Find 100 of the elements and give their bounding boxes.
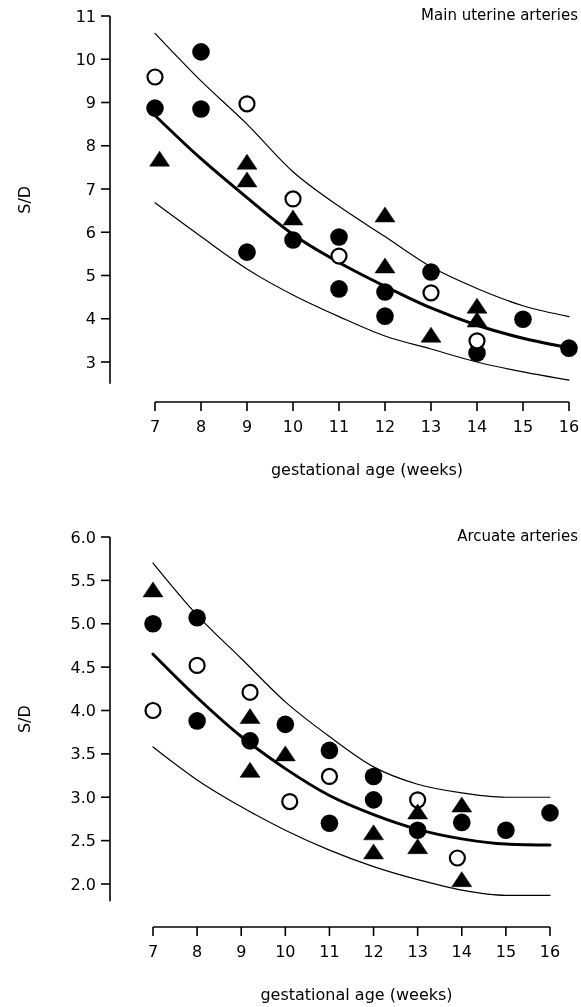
x-tick-label: 14: [451, 942, 472, 961]
point: [330, 247, 348, 265]
point: [451, 871, 473, 887]
x-tick-label: 12: [374, 417, 396, 436]
y-tick-label: 3: [85, 352, 96, 372]
line-series: [152, 562, 551, 798]
x-tick-label: 13: [420, 417, 442, 436]
point: [320, 741, 339, 760]
point: [320, 814, 339, 833]
point: [188, 656, 206, 674]
point: [364, 767, 383, 786]
point: [144, 701, 162, 720]
point: [422, 263, 440, 281]
chart-title: Arcuate arteries: [457, 527, 579, 545]
point: [466, 311, 488, 328]
y-tick-label: 9: [85, 93, 96, 113]
line-series: [154, 202, 570, 381]
point: [364, 791, 383, 809]
point: [468, 332, 486, 350]
point: [146, 68, 164, 86]
x-tick-label: 14: [466, 417, 488, 436]
point: [284, 231, 302, 249]
y-tick-label: 4.5: [70, 657, 96, 677]
x-tick-label: 8: [195, 417, 207, 436]
y-tick-label: 4: [85, 309, 96, 329]
x-tick-label: 11: [328, 417, 350, 436]
x-tick-label: 15: [512, 417, 534, 436]
y-tick-label: 6: [85, 222, 96, 242]
line-series: [154, 32, 570, 318]
y-axis-title: S/D: [14, 705, 34, 734]
point: [241, 732, 259, 750]
point: [239, 762, 261, 778]
point: [276, 715, 295, 734]
point: [409, 791, 427, 809]
point: [236, 171, 258, 188]
y-tick-label: 8: [85, 136, 96, 156]
point: [149, 150, 170, 167]
point: [560, 339, 578, 357]
point: [192, 43, 210, 61]
x-tick-label: 12: [363, 942, 384, 961]
point: [363, 824, 384, 841]
y-tick-label: 5.0: [70, 614, 96, 634]
point: [192, 100, 210, 118]
line-series: [151, 652, 552, 847]
point: [284, 190, 302, 208]
x-tick-label: 8: [192, 942, 203, 961]
x-tick-label: 7: [149, 417, 161, 436]
point: [363, 843, 384, 860]
point: [238, 95, 256, 113]
y-axis-title: S/D: [14, 185, 34, 214]
x-tick-label: 11: [319, 942, 340, 961]
x-tick-label: 16: [539, 942, 561, 961]
y-tick-label: 2.0: [70, 874, 96, 894]
point: [407, 838, 428, 854]
point: [142, 581, 164, 598]
x-tick-label: 15: [495, 942, 517, 961]
point: [374, 206, 396, 223]
point: [374, 257, 396, 274]
point: [188, 608, 206, 627]
point: [146, 99, 164, 117]
y-tick-label: 5.5: [70, 570, 96, 590]
point: [330, 228, 348, 246]
y-tick-label: 6.0: [70, 527, 96, 547]
point: [452, 813, 471, 832]
y-tick-label: 4.0: [70, 701, 96, 721]
point: [422, 284, 440, 302]
line-series: [152, 746, 551, 896]
x-tick-label: 10: [275, 942, 296, 961]
y-tick-label: 10: [75, 49, 96, 69]
y-tick-label: 3.0: [70, 787, 96, 807]
point: [236, 153, 258, 170]
point: [514, 310, 532, 328]
y-tick-label: 7: [85, 179, 96, 199]
point: [281, 792, 299, 811]
point: [408, 821, 427, 840]
point: [407, 803, 428, 820]
point: [320, 767, 339, 786]
x-axis-title: gestational age (weeks): [270, 460, 464, 479]
point: [497, 821, 515, 840]
y-tick-label: 11: [75, 6, 96, 26]
y-tick-label: 2.5: [70, 831, 96, 851]
x-tick-label: 10: [282, 417, 304, 436]
point: [241, 683, 259, 701]
point: [466, 297, 488, 314]
point: [376, 307, 394, 325]
x-tick-label: 9: [241, 417, 253, 436]
x-tick-label: 7: [147, 942, 159, 961]
point: [541, 804, 559, 822]
point: [448, 849, 466, 867]
point: [275, 745, 296, 762]
point: [451, 796, 473, 813]
point: [144, 614, 162, 633]
y-tick-label: 3.5: [70, 744, 96, 764]
point: [376, 283, 394, 301]
point: [238, 243, 256, 261]
chart-title: Main uterine arteries: [421, 6, 579, 24]
x-axis-title: gestational age (weeks): [260, 985, 453, 1004]
point: [282, 209, 304, 226]
x-tick-label: 9: [236, 942, 247, 961]
x-tick-label: 16: [558, 417, 580, 436]
